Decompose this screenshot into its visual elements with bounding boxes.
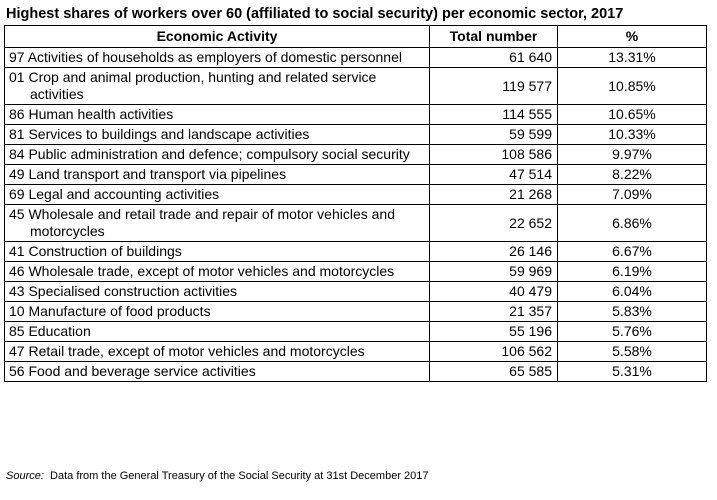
cell-percent: 5.76% — [557, 321, 707, 342]
activity-text: 41 Construction of buildings — [9, 243, 182, 259]
activity-text: 43 Specialised construction activities — [9, 283, 238, 299]
cell-activity: 56 Food and beverage service activities — [4, 361, 430, 382]
cell-total-number: 40 479 — [429, 281, 558, 302]
header-economic-activity: Economic Activity — [4, 25, 430, 48]
data-table: Economic Activity Total number % 97 Acti… — [4, 25, 707, 382]
table-row: 69 Legal and accounting activities 21 268… — [4, 184, 707, 205]
activity-text: 45 Wholesale and retail trade and repair… — [9, 206, 395, 239]
cell-percent: 10.85% — [557, 67, 707, 105]
cell-total-number: 108 586 — [429, 144, 558, 165]
cell-activity: 86 Human health activities — [4, 104, 430, 125]
activity-text: 85 Education — [9, 323, 91, 339]
header-total-number: Total number — [429, 25, 558, 48]
cell-total-number: 119 577 — [429, 67, 558, 105]
table-row: 43 Specialised construction activities 40… — [4, 281, 707, 302]
cell-activity: 45 Wholesale and retail trade and repair… — [4, 204, 430, 242]
cell-total-number: 21 268 — [429, 184, 558, 205]
cell-percent: 13.31% — [557, 47, 707, 68]
cell-total-number: 47 514 — [429, 164, 558, 185]
cell-activity: 81 Services to buildings and landscape a… — [4, 124, 430, 145]
activity-text: 46 Wholesale trade, except of motor vehi… — [9, 263, 395, 279]
activity-text: 01 Crop and animal production, hunting a… — [9, 69, 377, 102]
activity-text: 97 Activities of households as employers… — [9, 49, 402, 65]
activity-text: 84 Public administration and defence; co… — [9, 146, 410, 162]
table-row: 46 Wholesale trade, except of motor vehi… — [4, 261, 707, 282]
table-row: 81 Services to buildings and landscape a… — [4, 124, 707, 145]
cell-activity: 41 Construction of buildings — [4, 241, 430, 262]
source-text: Data from the General Treasury of the So… — [50, 470, 429, 482]
cell-total-number: 55 196 — [429, 321, 558, 342]
table-row: 49 Land transport and transport via pipe… — [4, 164, 707, 185]
activity-text: 81 Services to buildings and landscape a… — [9, 126, 310, 142]
activity-text: 10 Manufacture of food products — [9, 303, 211, 319]
cell-activity: 10 Manufacture of food products — [4, 301, 430, 322]
table-row: 56 Food and beverage service activities 6… — [4, 361, 707, 382]
cell-total-number: 21 357 — [429, 301, 558, 322]
cell-total-number: 59 599 — [429, 124, 558, 145]
table-row: 45 Wholesale and retail trade and repair… — [4, 204, 707, 242]
cell-total-number: 59 969 — [429, 261, 558, 282]
table-row: 01 Crop and animal production, hunting a… — [4, 67, 707, 105]
cell-total-number: 61 640 — [429, 47, 558, 68]
cell-percent: 6.67% — [557, 241, 707, 262]
cell-percent: 10.33% — [557, 124, 707, 145]
table-row: 85 Education 55 196 5.76% — [4, 321, 707, 342]
cell-total-number: 114 555 — [429, 104, 558, 125]
activity-text: 69 Legal and accounting activities — [9, 186, 220, 202]
table-row: 84 Public administration and defence; co… — [4, 144, 707, 165]
table-body: 97 Activities of households as employers… — [4, 47, 707, 382]
source-label: Source: — [6, 470, 44, 482]
cell-activity: 85 Education — [4, 321, 430, 342]
cell-activity: 49 Land transport and transport via pipe… — [4, 164, 430, 185]
cell-percent: 6.86% — [557, 204, 707, 242]
cell-activity: 47 Retail trade, except of motor vehicle… — [4, 341, 430, 362]
header-row: Economic Activity Total number % — [4, 25, 707, 48]
table-row: 86 Human health activities 114 555 10.65% — [4, 104, 707, 125]
cell-percent: 5.31% — [557, 361, 707, 382]
cell-percent: 6.19% — [557, 261, 707, 282]
cell-activity: 01 Crop and animal production, hunting a… — [4, 67, 430, 105]
cell-total-number: 22 652 — [429, 204, 558, 242]
activity-text: 86 Human health activities — [9, 106, 174, 122]
cell-percent: 10.65% — [557, 104, 707, 125]
table-row: 97 Activities of households as employers… — [4, 47, 707, 68]
cell-activity: 69 Legal and accounting activities — [4, 184, 430, 205]
cell-total-number: 65 585 — [429, 361, 558, 382]
cell-total-number: 26 146 — [429, 241, 558, 262]
table-row: 47 Retail trade, except of motor vehicle… — [4, 341, 707, 362]
cell-activity: 43 Specialised construction activities — [4, 281, 430, 302]
cell-percent: 9.97% — [557, 144, 707, 165]
table-row: 10 Manufacture of food products 21 357 5.8… — [4, 301, 707, 322]
cell-percent: 8.22% — [557, 164, 707, 185]
header-percent: % — [557, 25, 707, 48]
table-title: Highest shares of workers over 60 (affil… — [6, 6, 624, 22]
cell-total-number: 106 562 — [429, 341, 558, 362]
cell-activity: 46 Wholesale trade, except of motor vehi… — [4, 261, 430, 282]
cell-percent: 5.58% — [557, 341, 707, 362]
activity-text: 56 Food and beverage service activities — [9, 363, 256, 379]
table-row: 41 Construction of buildings 26 146 6.67% — [4, 241, 707, 262]
source-note: Source: Data from the General Treasury o… — [6, 470, 429, 482]
cell-percent: 6.04% — [557, 281, 707, 302]
activity-text: 49 Land transport and transport via pipe… — [9, 166, 287, 182]
cell-percent: 5.83% — [557, 301, 707, 322]
cell-percent: 7.09% — [557, 184, 707, 205]
cell-activity: 97 Activities of households as employers… — [4, 47, 430, 68]
activity-text: 47 Retail trade, except of motor vehicle… — [9, 343, 365, 359]
cell-activity: 84 Public administration and defence; co… — [4, 144, 430, 165]
